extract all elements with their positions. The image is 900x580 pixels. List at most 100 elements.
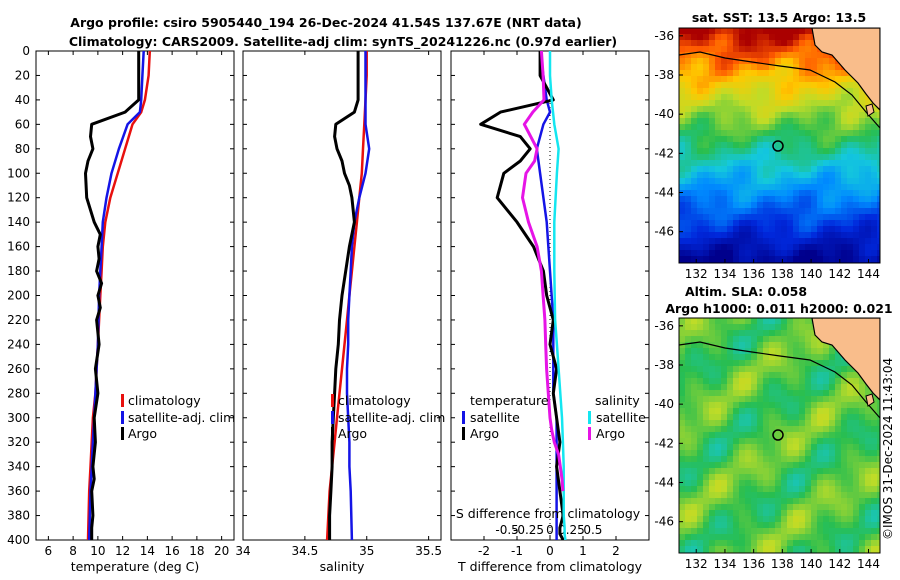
sst-cell (709, 244, 716, 251)
sst-cell (751, 58, 758, 65)
sla-cell (787, 438, 794, 445)
sla-cell (751, 522, 758, 529)
sla-cell (739, 468, 746, 475)
sst-cell (685, 184, 692, 191)
sla-cell (709, 390, 716, 397)
sla-cell (871, 444, 878, 451)
sst-cell (739, 154, 746, 161)
sla-cell (835, 510, 842, 517)
sla-cell (787, 510, 794, 517)
sla-cell (811, 546, 818, 553)
sla-cell (829, 528, 836, 535)
sla-cell (793, 318, 800, 325)
sst-cell (757, 196, 764, 203)
sla-cell (733, 396, 740, 403)
sst-cell (685, 142, 692, 149)
sst-cell (817, 256, 824, 263)
sla-cell (865, 462, 872, 469)
sst-cell (745, 64, 752, 71)
sla-cell (763, 330, 770, 337)
sla-cell (685, 492, 692, 499)
sla-cell (721, 516, 728, 523)
sst-cell (793, 148, 800, 155)
sst-cell (751, 70, 758, 77)
sla-cell (859, 510, 866, 517)
sst-cell (823, 130, 830, 137)
sla-cell (787, 522, 794, 529)
sst-cell (775, 82, 782, 89)
sla-cell (775, 330, 782, 337)
sla-cell (727, 384, 734, 391)
sst-cell (865, 196, 872, 203)
sla-cell (697, 342, 704, 349)
sst-cell (721, 148, 728, 155)
sst-cell (847, 112, 854, 119)
sla-cell (823, 468, 830, 475)
sst-cell (835, 100, 842, 107)
sla-cell (817, 486, 824, 493)
sla-cell (745, 486, 752, 493)
sst-cell (733, 142, 740, 149)
sst-cell (685, 106, 692, 113)
sst-cell (871, 250, 878, 257)
sst-cell (835, 76, 842, 83)
sla-cell (757, 384, 764, 391)
sla-cell (685, 540, 692, 547)
sst-cell (877, 142, 880, 149)
sst-cell (745, 142, 752, 149)
sst-cell (697, 124, 704, 131)
sst-cell (727, 124, 734, 131)
sst-cell (685, 34, 692, 41)
sla-cell (709, 546, 716, 553)
sla-cell (685, 546, 692, 553)
sla-cell (715, 534, 722, 541)
sst-cell (679, 214, 686, 221)
sla-map-title1: Altim. SLA: 0.058 (685, 284, 807, 299)
sla-cell (763, 510, 770, 517)
sla-cell (727, 348, 734, 355)
sla-cell (715, 396, 722, 403)
sst-cell (769, 34, 776, 41)
sst-cell (745, 172, 752, 179)
sst-cell (727, 256, 734, 263)
sst-cell (679, 232, 686, 239)
sst-cell (859, 172, 866, 179)
sla-cell (787, 516, 794, 523)
sla-cell (703, 540, 710, 547)
sst-cell (811, 214, 818, 221)
sst-cell (733, 154, 740, 161)
sst-cell (745, 100, 752, 107)
sla-cell (829, 546, 836, 553)
sst-cell (715, 52, 722, 59)
sst-cell (805, 220, 812, 227)
y-tick-label: 240 (7, 337, 30, 351)
sst-cell (841, 124, 848, 131)
sla-cell (787, 498, 794, 505)
sla-cell (751, 402, 758, 409)
sst-cell (811, 238, 818, 245)
sst-cell (865, 208, 872, 215)
sst-cell (817, 112, 824, 119)
sst-cell (805, 88, 812, 95)
sla-cell (721, 366, 728, 373)
sst-cell (787, 106, 794, 113)
sst-cell (715, 64, 722, 71)
sst-cell (727, 208, 734, 215)
sla-cell (739, 498, 746, 505)
sst-cell (715, 46, 722, 53)
sla-cell (787, 390, 794, 397)
sst-cell (853, 142, 860, 149)
sst-cell (685, 40, 692, 47)
sla-cell (721, 534, 728, 541)
sla-cell (703, 480, 710, 487)
sla-cell (787, 396, 794, 403)
sst-cell (865, 202, 872, 209)
sst-cell (691, 100, 698, 107)
sla-cell (769, 372, 776, 379)
sla-cell (721, 408, 728, 415)
sst-cell (877, 124, 880, 131)
sla-cell (739, 396, 746, 403)
sla-cell (871, 534, 878, 541)
sst-cell (745, 166, 752, 173)
sla-cell (715, 378, 722, 385)
